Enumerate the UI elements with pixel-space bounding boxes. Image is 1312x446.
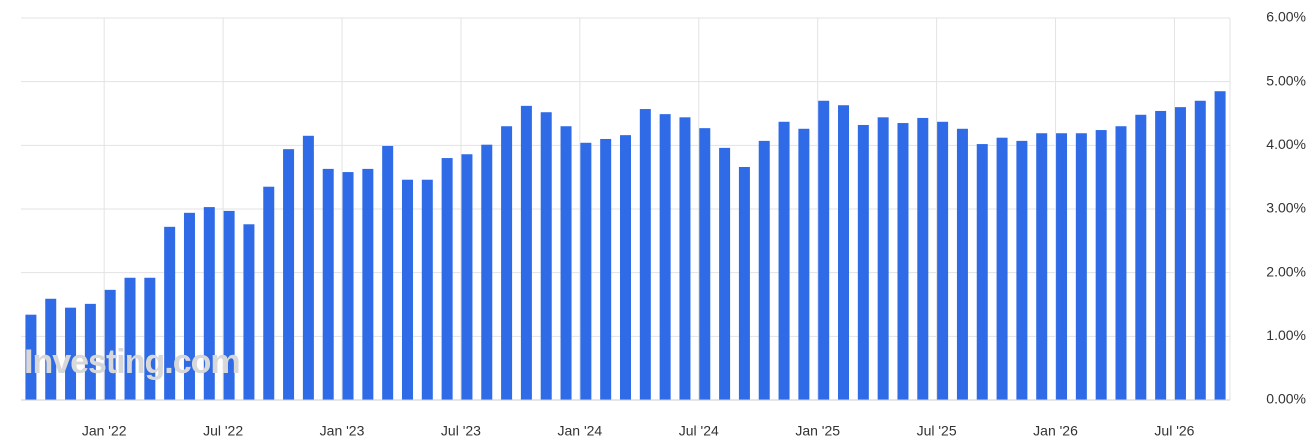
bar xyxy=(1135,114,1147,401)
bar xyxy=(441,158,453,400)
bar xyxy=(1095,130,1107,400)
y-tick-label: 3.00% xyxy=(1266,200,1306,216)
bar xyxy=(520,105,532,401)
bar xyxy=(263,186,275,400)
bar xyxy=(421,179,433,400)
bar xyxy=(758,140,770,401)
x-tick-label: Jan '25 xyxy=(795,423,840,439)
bar xyxy=(243,224,255,400)
bar xyxy=(659,114,671,401)
x-tick-label: Jul '26 xyxy=(1154,423,1194,439)
bar xyxy=(25,314,37,400)
bar xyxy=(144,277,156,400)
bar xyxy=(1036,133,1048,400)
bar xyxy=(738,166,750,400)
x-tick-label: Jan '22 xyxy=(82,423,127,439)
bar xyxy=(600,138,612,400)
bar xyxy=(223,210,235,400)
x-tick-label: Jul '23 xyxy=(441,423,481,439)
bar xyxy=(481,144,493,400)
bar xyxy=(679,117,691,400)
bar xyxy=(996,137,1008,400)
bar xyxy=(1056,133,1068,400)
bar xyxy=(917,117,929,400)
y-tick-label: 2.00% xyxy=(1266,263,1306,279)
x-tick-label: Jan '24 xyxy=(558,423,603,439)
bar xyxy=(540,112,552,400)
bar xyxy=(382,145,394,400)
bar xyxy=(1155,110,1167,400)
bar xyxy=(798,128,810,400)
bar xyxy=(1075,133,1087,400)
bar xyxy=(302,135,314,401)
bar xyxy=(857,124,869,401)
x-tick-label: Jan '23 xyxy=(320,423,365,439)
bar xyxy=(897,123,909,401)
bar xyxy=(719,147,731,400)
bar xyxy=(1016,140,1028,401)
bar xyxy=(956,128,968,400)
bar xyxy=(283,149,295,400)
bar xyxy=(183,212,195,400)
bar xyxy=(699,128,711,401)
bar xyxy=(164,226,176,400)
bar xyxy=(104,289,116,400)
y-tick-label: 4.00% xyxy=(1266,136,1306,152)
bar xyxy=(620,135,631,400)
x-tick-label: Jan '26 xyxy=(1033,423,1078,439)
y-tick-label: 0.00% xyxy=(1266,391,1306,407)
bar xyxy=(203,207,215,400)
bar xyxy=(401,179,413,400)
bar xyxy=(1194,100,1206,401)
bar xyxy=(877,117,889,400)
bar xyxy=(342,172,354,400)
x-tick-label: Jul '24 xyxy=(679,423,719,439)
bar xyxy=(461,154,473,400)
y-tick-label: 6.00% xyxy=(1266,9,1306,25)
bar xyxy=(976,144,988,400)
bar xyxy=(778,121,790,400)
y-tick-label: 5.00% xyxy=(1266,72,1306,88)
bar xyxy=(124,277,136,400)
bar xyxy=(1214,91,1226,400)
bar xyxy=(322,168,334,400)
bar xyxy=(45,298,57,400)
bar xyxy=(818,100,830,401)
bar xyxy=(65,307,77,400)
bar xyxy=(560,126,572,400)
watermark: Investing.com xyxy=(24,343,240,381)
y-tick-label: 1.00% xyxy=(1266,327,1306,343)
bar xyxy=(84,303,96,400)
bar xyxy=(1115,126,1127,400)
x-tick-label: Jul '25 xyxy=(917,423,957,439)
bar xyxy=(937,121,949,400)
bar xyxy=(838,105,850,401)
bar xyxy=(501,126,513,400)
bar xyxy=(1174,107,1186,400)
bar xyxy=(362,168,374,400)
bar xyxy=(639,109,651,400)
x-tick-label: Jul '22 xyxy=(203,423,243,439)
bar xyxy=(580,142,592,400)
